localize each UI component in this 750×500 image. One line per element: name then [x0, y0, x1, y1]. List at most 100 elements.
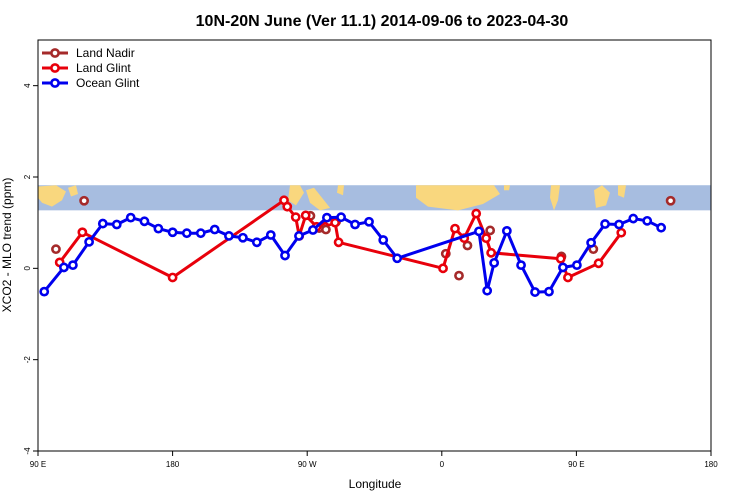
data-point-land-glint: [555, 253, 566, 264]
data-point-ocean-glint: [111, 219, 122, 230]
data-point-ocean-glint: [209, 224, 220, 235]
data-point-ocean-glint: [614, 219, 624, 230]
data-point-ocean-glint: [251, 237, 262, 248]
data-point-ocean-glint: [294, 231, 304, 241]
data-point-land-glint: [300, 210, 311, 221]
data-point-land-glint: [481, 233, 492, 244]
data-point-land-glint: [563, 272, 573, 283]
y-tick-label: 0: [23, 266, 32, 271]
legend-label: Land Nadir: [76, 46, 135, 60]
data-point-land-glint: [77, 227, 88, 238]
data-point-ocean-glint: [84, 236, 94, 247]
data-point-ocean-glint: [364, 216, 374, 227]
data-point-ocean-glint: [237, 232, 248, 243]
data-point-land-nadir: [462, 240, 473, 251]
land-shape-1: [68, 185, 78, 197]
data-point-land-glint: [290, 212, 301, 223]
data-point-land-glint: [450, 223, 460, 234]
data-point-ocean-glint: [167, 227, 178, 238]
data-point-land-glint: [616, 227, 627, 238]
data-point-ocean-glint: [350, 219, 360, 230]
data-point-ocean-glint: [280, 250, 290, 261]
y-tick-label: -4: [23, 447, 32, 455]
data-point-ocean-glint: [336, 212, 346, 223]
x-axis: 90 E 180 90 W 0 90 E 180: [30, 451, 718, 469]
data-point-land-glint: [330, 217, 341, 228]
land-shape-4: [337, 185, 344, 196]
land-shape-8: [594, 185, 610, 208]
data-point-land-glint: [593, 258, 604, 269]
y-tick-label: 2: [23, 174, 32, 179]
data-point-land-glint: [167, 272, 178, 283]
x-tick-label: 90 W: [298, 460, 317, 469]
data-point-ocean-glint: [153, 223, 164, 234]
data-point-ocean-glint: [125, 212, 136, 223]
data-point-ocean-glint: [181, 228, 192, 239]
data-point-land-nadir: [320, 224, 331, 235]
land-shape-6: [504, 185, 510, 191]
data-point-ocean-glint: [558, 262, 568, 273]
data-point-ocean-glint: [195, 228, 206, 239]
data-point-ocean-glint: [628, 213, 639, 224]
x-tick-label: 180: [704, 460, 718, 469]
data-point-land-nadir: [79, 195, 90, 206]
data-point-ocean-glint: [544, 286, 554, 297]
land-shape-3: [306, 187, 330, 211]
land-shape-9: [618, 185, 626, 198]
land-shape-0: [38, 185, 66, 207]
data-point-land-glint: [471, 208, 482, 219]
data-point-ocean-glint: [489, 257, 500, 268]
x-axis-label: Longitude: [349, 477, 402, 491]
data-point-ocean-glint: [392, 253, 403, 264]
data-point-ocean-glint: [516, 260, 526, 271]
data-point-land-nadir: [51, 244, 61, 255]
legend-item-land-glint: Land Glint: [42, 61, 131, 75]
data-point-ocean-glint: [321, 212, 332, 223]
data-point-ocean-glint: [59, 262, 69, 273]
data-point-land-glint: [333, 237, 344, 248]
legend-label: Land Glint: [76, 61, 131, 75]
legend-item-land-nadir: Land Nadir: [42, 46, 135, 60]
series-layer: [39, 195, 676, 297]
data-point-ocean-glint: [308, 225, 318, 235]
legend-label: Ocean Glint: [76, 76, 140, 90]
data-point-ocean-glint: [642, 215, 653, 226]
y-axis-label: XCO2 - MLO trend (ppm): [0, 178, 14, 313]
data-point-ocean-glint: [656, 222, 667, 233]
land-shape-5: [416, 185, 500, 211]
data-point-ocean-glint: [378, 235, 389, 245]
data-point-ocean-glint: [39, 286, 50, 297]
x-tick-label: 90 E: [30, 460, 46, 469]
land-masses: [38, 185, 626, 211]
y-tick-label: -2: [23, 356, 32, 364]
legend-item-ocean-glint: Ocean Glint: [42, 76, 140, 90]
data-point-land-glint: [486, 247, 497, 258]
land-shape-7: [550, 185, 560, 211]
data-point-land-nadir: [665, 195, 676, 206]
land-shape-2: [288, 185, 304, 206]
chart-title: 10N-20N June (Ver 11.1) 2014-09-06 to 20…: [196, 13, 569, 30]
data-point-ocean-glint: [530, 287, 540, 297]
plot-frame: [37, 39, 712, 452]
y-tick-label: 4: [23, 83, 32, 88]
data-point-ocean-glint: [97, 218, 108, 229]
data-point-ocean-glint: [265, 230, 276, 240]
series-ocean-glint: [39, 212, 667, 297]
x-tick-label: 0: [440, 460, 445, 469]
legend-marker: [50, 63, 60, 73]
y-axis: -4 -2 0 2 4: [23, 83, 38, 455]
legend-marker: [50, 48, 60, 58]
data-point-ocean-glint: [482, 285, 493, 296]
data-point-ocean-glint: [67, 260, 78, 271]
data-point-land-glint: [282, 201, 293, 212]
data-point-ocean-glint: [501, 225, 512, 236]
legend-marker: [50, 78, 60, 88]
data-point-land-glint: [438, 263, 448, 274]
data-point-land-nadir: [454, 270, 464, 281]
data-point-ocean-glint: [139, 216, 150, 227]
data-point-land-nadir: [485, 225, 496, 236]
x-tick-label: 90 E: [568, 460, 584, 469]
data-point-ocean-glint: [474, 226, 484, 237]
